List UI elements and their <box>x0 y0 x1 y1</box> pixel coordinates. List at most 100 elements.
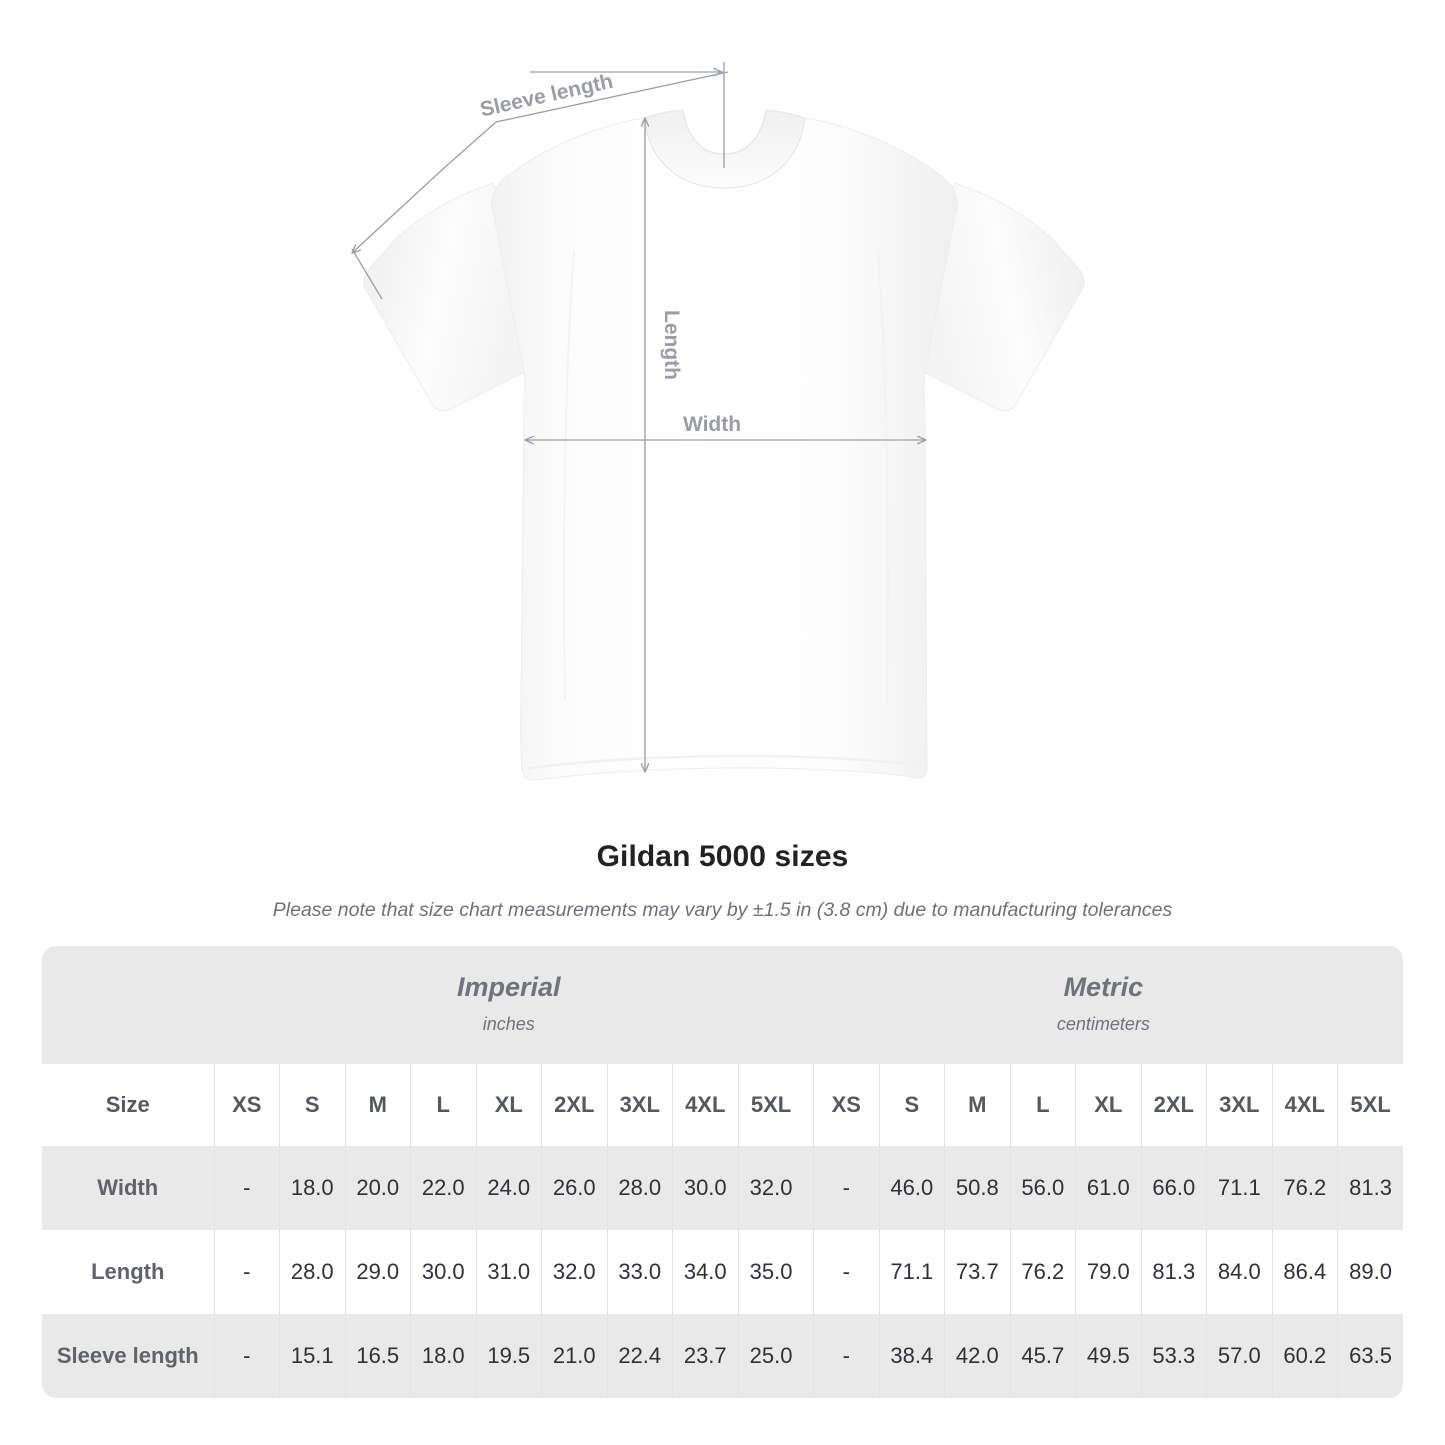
column-header-imperial-3xl: 3XL <box>606 1064 673 1146</box>
cell-sleeve-length-metric-s: 38.4 <box>878 1314 945 1398</box>
cell-width-imperial-xs: - <box>213 1146 280 1230</box>
cell-length-metric-3xl: 84.0 <box>1206 1230 1273 1314</box>
fold-line-left <box>563 249 575 701</box>
column-header-imperial-4xl: 4XL <box>672 1064 738 1146</box>
cell-width-metric-5xl: 81.3 <box>1337 1146 1404 1230</box>
unit-band-spacer <box>42 946 214 1064</box>
cell-length-metric-m: 73.7 <box>944 1230 1011 1314</box>
column-header-imperial-2xl: 2XL <box>541 1064 607 1146</box>
cell-sleeve-length-imperial-3xl: 22.4 <box>606 1314 673 1398</box>
cell-sleeve-length-metric-l: 45.7 <box>1009 1314 1076 1398</box>
cell-width-metric-s: 46.0 <box>878 1146 945 1230</box>
column-header-metric-l: L <box>1009 1064 1076 1146</box>
sleeve-length-arrow <box>352 71 729 253</box>
cell-width-imperial-2xl: 26.0 <box>541 1146 607 1230</box>
cell-width-imperial-xl: 24.0 <box>475 1146 542 1230</box>
cell-length-metric-l: 76.2 <box>1009 1230 1076 1314</box>
cell-width-imperial-5xl: 32.0 <box>737 1146 804 1230</box>
cell-sleeve-length-imperial-4xl: 23.7 <box>672 1314 738 1398</box>
cell-sleeve-length-imperial-s: 15.1 <box>279 1314 345 1398</box>
column-header-imperial-l: L <box>410 1064 476 1146</box>
column-header-metric-4xl: 4XL <box>1271 1064 1338 1146</box>
sleeve-hem-tick <box>351 248 383 300</box>
column-header-imperial-s: S <box>279 1064 345 1146</box>
cell-length-metric-xs: - <box>813 1230 880 1314</box>
cell-length-imperial-5xl: 35.0 <box>737 1230 804 1314</box>
cell-sleeve-length-metric-4xl: 60.2 <box>1271 1314 1338 1398</box>
column-header-imperial-xl: XL <box>475 1064 542 1146</box>
column-header-metric-5xl: 5XL <box>1337 1064 1404 1146</box>
unit-sub-imperial: inches <box>482 1014 535 1034</box>
cell-width-imperial-m: 20.0 <box>344 1146 411 1230</box>
column-header-imperial-xs: XS <box>213 1064 280 1146</box>
size-chart-table: Imperial inches Metric centimeters Size XS S M L… <box>42 946 1404 1398</box>
cell-gap <box>803 1146 814 1230</box>
column-header-size: Size <box>42 1064 214 1146</box>
cell-sleeve-length-imperial-m: 16.5 <box>344 1314 411 1398</box>
cell-length-imperial-s: 28.0 <box>279 1230 345 1314</box>
cell-length-metric-xl: 79.0 <box>1075 1230 1142 1314</box>
cell-sleeve-length-imperial-xl: 19.5 <box>475 1314 542 1398</box>
cell-width-imperial-l: 22.0 <box>410 1146 476 1230</box>
tshirt-body-shape <box>363 109 1085 781</box>
unit-group-metric: Metric centimeters <box>803 946 1404 1064</box>
cell-width-metric-m: 50.8 <box>944 1146 1011 1230</box>
cell-sleeve-length-metric-2xl: 53.3 <box>1140 1314 1207 1398</box>
cell-length-imperial-l: 30.0 <box>410 1230 476 1314</box>
cell-length-imperial-xl: 31.0 <box>475 1230 542 1314</box>
cell-length-imperial-xs: - <box>213 1230 280 1314</box>
left-sleeve <box>363 182 529 412</box>
cell-sleeve-length-metric-3xl: 57.0 <box>1206 1314 1273 1398</box>
column-header-metric-s: S <box>878 1064 945 1146</box>
cell-sleeve-length-imperial-5xl: 25.0 <box>737 1314 804 1398</box>
tshirt-illustration: Sleeve length Length Width <box>0 62 1085 781</box>
cell-width-imperial-3xl: 28.0 <box>606 1146 673 1230</box>
column-header-metric-3xl: 3XL <box>1206 1064 1273 1146</box>
table-row-length: Length -28.0 29.0 30.0 31.0 32.0 33.0 34.0 35.0-… <box>42 1230 1404 1314</box>
cell-width-metric-4xl: 76.2 <box>1271 1146 1338 1230</box>
cell-sleeve-length-metric-xl: 49.5 <box>1075 1314 1142 1398</box>
tshirt-diagram: Sleeve length Length Width <box>0 62 1085 781</box>
cell-length-imperial-4xl: 34.0 <box>672 1230 738 1314</box>
cell-length-metric-5xl: 89.0 <box>1337 1230 1404 1314</box>
cell-width-metric-2xl: 66.0 <box>1140 1146 1207 1230</box>
cell-length-imperial-2xl: 32.0 <box>541 1230 607 1314</box>
table-row-width: Width -18.0 20.0 22.0 24.0 26.0 28.0 30.0 32.0-4… <box>42 1146 1404 1230</box>
cell-gap <box>803 1230 814 1314</box>
cell-length-metric-4xl: 86.4 <box>1271 1230 1338 1314</box>
cell-length-metric-2xl: 81.3 <box>1140 1230 1207 1314</box>
cell-sleeve-length-metric-m: 42.0 <box>944 1314 1011 1398</box>
tolerance-note: Please note that size chart measurements… <box>272 899 1173 921</box>
cell-width-imperial-4xl: 30.0 <box>672 1146 738 1230</box>
row-label-length: Length <box>42 1230 214 1314</box>
column-header-imperial-m: M <box>344 1064 411 1146</box>
cell-width-metric-xs: - <box>813 1146 880 1230</box>
page-title: Gildan 5000 sizes <box>596 840 849 873</box>
unit-name-imperial: Imperial <box>457 972 561 1002</box>
length-label: Length <box>660 310 683 380</box>
size-header-row: Size XS S M L XL 2XL 3XL 4XL 5XL XS S M L XL 2XL 3XL 4XL 5… <box>42 1064 1404 1146</box>
column-header-imperial-5xl: 5XL <box>737 1064 804 1146</box>
unit-name-metric: Metric <box>1063 972 1144 1002</box>
cell-sleeve-length-imperial-xs: - <box>213 1314 280 1398</box>
cell-width-imperial-s: 18.0 <box>279 1146 345 1230</box>
right-sleeve <box>919 182 1085 412</box>
fold-line-right <box>877 249 889 701</box>
width-label: Width <box>683 413 741 436</box>
row-label-width: Width <box>42 1146 214 1230</box>
row-label-sleeve-length: Sleeve length <box>42 1314 214 1398</box>
cell-length-metric-s: 71.1 <box>878 1230 945 1314</box>
cell-sleeve-length-imperial-2xl: 21.0 <box>541 1314 607 1398</box>
hem-shadow <box>527 754 922 770</box>
size-chart-table-wrap: Imperial inches Metric centimeters Size XS S M L… <box>42 946 1404 1398</box>
cell-sleeve-length-imperial-l: 18.0 <box>410 1314 476 1398</box>
table-row-sleeve-length: Sleeve length -15.1 16.5 18.0 19.5 21.0 22.4 23… <box>42 1314 1404 1398</box>
cell-sleeve-length-metric-5xl: 63.5 <box>1337 1314 1404 1398</box>
column-header-metric-m: M <box>944 1064 1011 1146</box>
cell-gap <box>803 1314 814 1398</box>
unit-band-row: Imperial inches Metric centimeters <box>42 946 1404 1064</box>
cell-width-metric-xl: 61.0 <box>1075 1146 1142 1230</box>
column-header-metric-2xl: 2XL <box>1140 1064 1207 1146</box>
unit-sub-metric: centimeters <box>1056 1014 1150 1034</box>
column-header-metric-xs: XS <box>813 1064 880 1146</box>
